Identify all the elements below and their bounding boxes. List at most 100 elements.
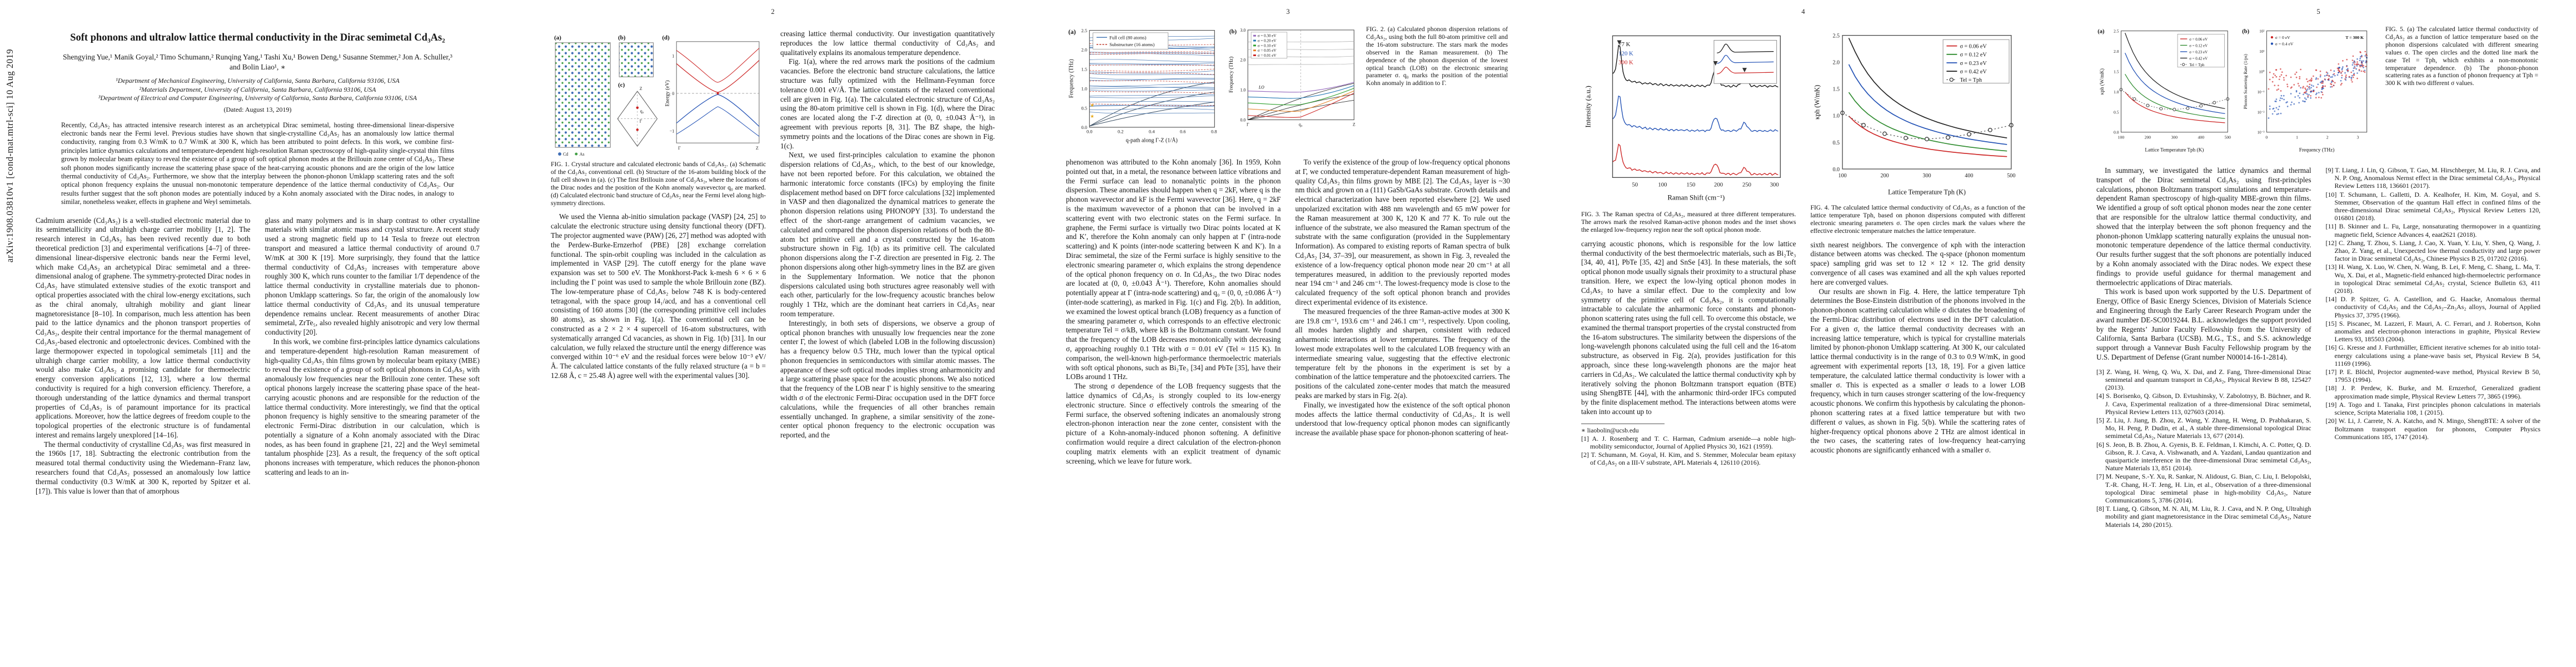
tick-label: 500 — [2225, 135, 2231, 140]
tick-label: 300 — [1922, 173, 1931, 179]
tick-label: 1.0 — [1832, 113, 1840, 120]
legend-entry: σ = 0.23 eV — [1960, 61, 1987, 67]
fig2-panel-b-tag: (b) — [1229, 28, 1237, 35]
reference-item: [20] W. Li, J. Carrete, N. A. Katcho, an… — [2325, 417, 2541, 441]
tick-label: 2 — [2326, 135, 2329, 140]
dispersion-lines — [1089, 36, 1215, 127]
arxiv-watermark: arXiv:1908.03810v1 [cond-mat.mtrl-sci] 1… — [4, 49, 15, 263]
peak-arrow — [1617, 40, 1622, 45]
body-paragraph: We used the Vienna ab-initio simulation … — [551, 212, 766, 380]
tick-label: 0.8 — [1211, 129, 1217, 135]
body-paragraph: The measured frequencies of the three Ra… — [1295, 307, 1511, 400]
legend-entry: σ = 0.06 eV — [1960, 43, 1987, 49]
dirac-node-dot — [636, 128, 639, 131]
tick-label: 0.2 — [1118, 129, 1124, 135]
page4-column-1: Intensity (a.u.) Raman Shift (cm⁻¹) 50 1… — [1581, 26, 1796, 467]
fig2a-x-axis-label: q-path along Γ-Z (1/Å) — [1126, 137, 1178, 143]
page-number: 4 — [1801, 8, 1805, 16]
raman-star-marker: ★ — [1090, 102, 1094, 108]
fig5a-x-axis-label: Lattice Temperature Tph (K) — [2145, 147, 2204, 152]
page2-column-1: (a) Cd As (b) (c) — [551, 29, 766, 440]
legend-entry: Tel = Tph — [1960, 77, 1982, 83]
page2-column-2: creasing lattice thermal conductivity. O… — [780, 29, 995, 440]
tick-label: −1 — [670, 128, 674, 133]
tick-label: 1.5 — [1081, 67, 1087, 72]
fig3-legend: 77 K 120 K 300 K — [1618, 41, 1633, 66]
tick-label: 1.0 — [1240, 88, 1246, 93]
fig2-panel-a-tag: (a) — [1068, 28, 1076, 36]
fig4-kappa-chart: κph (W/mK) Lattice Temperature Tph (K) 0… — [1813, 33, 2015, 196]
fig3-raman-chart: Intensity (a.u.) Raman Shift (cm⁻¹) 50 1… — [1584, 35, 1781, 202]
dirac-point-dot — [716, 92, 719, 94]
body-paragraph: Interestingly, in both sets of dispersio… — [780, 318, 995, 440]
figure-3: Intensity (a.u.) Raman Shift (cm⁻¹) 50 1… — [1581, 28, 1796, 207]
tick-label: 10⁻² — [2258, 110, 2265, 115]
paper-title: Soft phonons and ultralow lattice therma… — [70, 32, 445, 43]
reference-item: [8] T. Liang, Q. Gibson, M. N. Ali, M. L… — [2096, 505, 2311, 529]
body-paragraph: In summary, we investigated the lattice … — [2096, 166, 2311, 287]
legend-entry: 120 K — [1618, 50, 1633, 57]
body-paragraph: creasing lattice thermal conductivity. O… — [780, 29, 995, 57]
page5-column-2: [9] T. Liang, J. Lin, Q. Gibson, T. Gao,… — [2326, 166, 2541, 529]
dated-line: (Dated: August 13, 2019) — [223, 105, 292, 113]
fig1-crystal-and-bands: (a) Cd As (b) (c) — [554, 34, 760, 157]
cd-atom-label: Cd — [563, 152, 568, 157]
tick-label: 2.0 — [1081, 47, 1087, 53]
legend-entry: σ = 0.23 eV — [2189, 51, 2208, 54]
body-paragraph: glass and many polymers and is in sharp … — [265, 216, 480, 337]
tick-label: 400 — [1965, 173, 1973, 179]
soft-optical-branches — [1248, 82, 1354, 118]
tick-label: 2.5 — [1081, 28, 1087, 33]
fig1-panel-b-tag: (b) — [618, 34, 626, 41]
body-paragraph: To verify the existence of the group of … — [1295, 158, 1511, 306]
page-number: 2 — [771, 8, 775, 16]
tick-label: 0.4 — [1149, 129, 1155, 135]
tick-label: 0.5 — [1081, 105, 1087, 111]
peak-arrow — [1742, 68, 1747, 73]
page5-column-1: In summary, we investigated the lattice … — [2096, 166, 2311, 529]
temperature-annotation: T = 300 K — [2345, 35, 2364, 40]
affiliation-2: ²Materials Department, University of Cal… — [139, 85, 376, 93]
legend-entry: σ = 0.12 eV — [2189, 44, 2208, 48]
fig1-panel-c-tag: (c) — [618, 82, 625, 88]
reference-item: [11] B. Skinner and L. Fu, Large, nonsat… — [2325, 222, 2541, 238]
fig5-panel-b-chart: (b) Phonon Scattering Rate (1/ps) Freque… — [2242, 28, 2368, 152]
fig2-panel-b-chart: (b) — [1228, 28, 1356, 127]
tick-label: 250 — [1742, 181, 1751, 188]
fig5-panel-a-chart: (a) κph (W/mK) Lattice Temperature Tph (… — [2097, 28, 2231, 152]
tick-label: 500 — [2007, 173, 2015, 179]
legend-entry: σ = 0.10 eV — [1258, 43, 1277, 48]
tick-label: 100 — [2118, 135, 2125, 140]
affiliation-3: ³Department of Electrical and Computer E… — [98, 94, 417, 102]
tick-label: q₀ — [1299, 122, 1303, 127]
legend-entry: 77 K — [1618, 41, 1630, 48]
page-number: 5 — [2316, 8, 2320, 16]
bz-q0-label: q₀ — [640, 109, 644, 114]
reference-item: [4] S. Borisenko, Q. Gibson, D. Evtushin… — [2096, 392, 2311, 416]
raman-spectra-curves — [1612, 44, 1778, 176]
tick-label: 10² — [2259, 29, 2264, 33]
tick-label: Γ — [1247, 122, 1249, 127]
fig5-panel-a-tag: (a) — [2097, 28, 2105, 34]
tick-label: 10¹ — [2259, 49, 2264, 54]
tick-label: 0.0 — [1240, 118, 1246, 123]
reference-item: [15] S. Piscanec, M. Lazzeri, F. Mauri, … — [2325, 319, 2541, 344]
body-paragraph: In this work, we combine first-principle… — [265, 337, 480, 477]
crystal-cell-a — [555, 42, 611, 148]
fig2-caption: FIG. 2. (a) Calculated phonon dispersion… — [1366, 26, 1508, 87]
tick-label: 300 — [2171, 135, 2178, 140]
tick-label: 0.0 — [1087, 129, 1093, 135]
band-x-tick-z: Z — [756, 146, 759, 151]
brillouin-zone-c: Γ Z q₀ — [617, 86, 658, 147]
tick-label: 200 — [1880, 173, 1889, 179]
tick-label: 1.5 — [2114, 69, 2119, 74]
tick-label: 0.5 — [2114, 109, 2119, 115]
page-2: 2 (a) — [515, 0, 1031, 667]
dirac-node-dot — [636, 106, 639, 109]
legend-entry: Full cell (80 atoms) — [1109, 34, 1147, 40]
body-paragraph: phenomenon was attributed to the Kohn an… — [1066, 158, 1281, 381]
body-paragraph: sixth nearest neighbors. The convergence… — [1810, 240, 2026, 286]
reference-item: [7] M. Neupane, S.-Y. Xu, R. Sankar, N. … — [2096, 472, 2311, 504]
legend-entry: σ = 0.12 eV — [1960, 52, 1987, 58]
affiliation-1: ¹Department of Mechanical Engineering, U… — [116, 77, 400, 84]
